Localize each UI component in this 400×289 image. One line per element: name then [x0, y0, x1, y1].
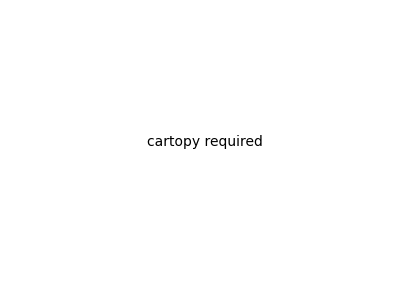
Text: cartopy required: cartopy required: [147, 135, 263, 149]
